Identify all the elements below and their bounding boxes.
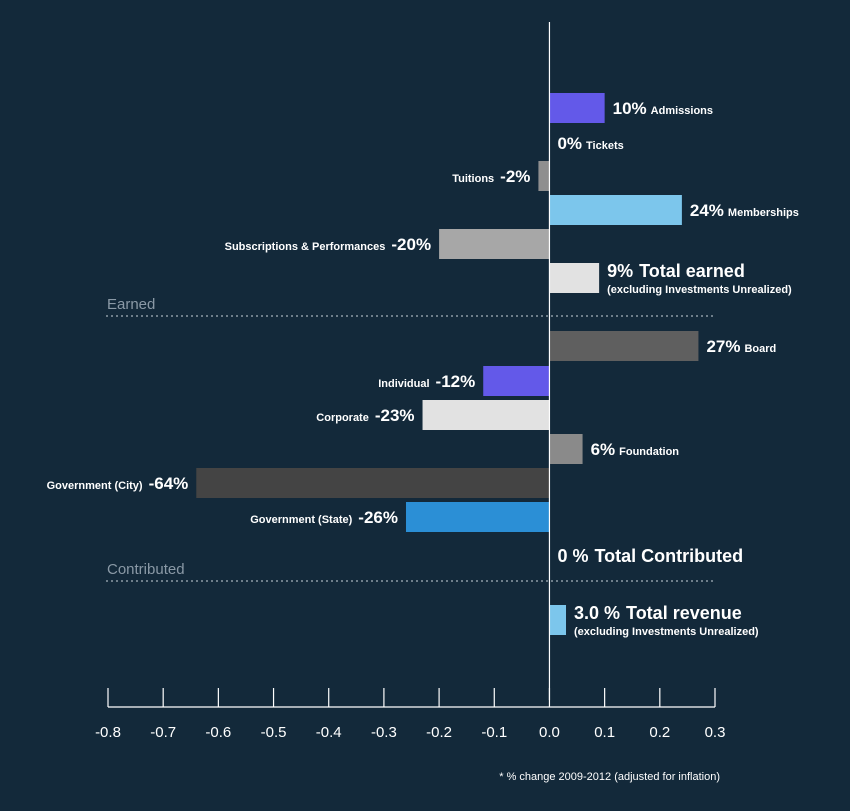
pct-individual: -12% — [436, 372, 476, 391]
bar-board — [549, 331, 699, 361]
x-axis: -0.8 -0.7 -0.6 -0.5 -0.4 -0.3 -0.2 -0.1 0.0 0.1 0.… — [95, 688, 725, 741]
category-corporate: Corporate — [316, 412, 369, 424]
label-total-revenue: 3.0 % Total revenue — [574, 603, 742, 623]
sublabel-total-revenue: (excluding Investments Unrealized) — [574, 626, 759, 638]
category-government-state: Government (State) — [250, 514, 352, 526]
tick-label: -0.6 — [205, 724, 231, 741]
bar-subscriptions-performances — [439, 229, 550, 259]
category-total-revenue: Total revenue — [626, 603, 742, 623]
label-subscriptions-performances: Subscriptions & Performances -20% — [225, 235, 431, 254]
bar-government-city — [196, 468, 550, 498]
pct-corporate: -23% — [375, 406, 415, 425]
tick-label: 0.3 — [705, 724, 726, 741]
pct-tuitions: -2% — [500, 167, 530, 186]
category-foundation: Foundation — [619, 446, 679, 458]
bar-tuitions — [538, 161, 550, 191]
bar-memberships — [549, 195, 682, 225]
label-government-city: Government (City) -64% — [47, 474, 189, 493]
pct-tickets: 0% — [557, 134, 582, 153]
tick-label: -0.8 — [95, 724, 121, 741]
pct-government-city: -64% — [149, 474, 189, 493]
bar-individual — [483, 366, 550, 396]
category-tickets: Tickets — [586, 140, 624, 152]
category-individual: Individual — [378, 378, 429, 390]
section-label-earned: Earned — [107, 296, 155, 313]
bar-labels: 10% Admissions 0% Tickets Tuitions -2% 24% Memb… — [47, 99, 799, 638]
label-admissions: 10% Admissions — [613, 99, 713, 118]
pct-government-state: -26% — [358, 508, 398, 527]
tick-label: -0.3 — [371, 724, 397, 741]
tick-label: 0.2 — [649, 724, 670, 741]
tick-label: 0.1 — [594, 724, 615, 741]
bar-admissions — [549, 93, 605, 123]
category-memberships: Memberships — [728, 207, 799, 219]
sublabel-total-earned: (excluding Investments Unrealized) — [607, 284, 792, 296]
category-subscriptions-performances: Subscriptions & Performances — [225, 241, 386, 253]
pct-total-revenue: 3.0 % — [574, 603, 620, 623]
tick-label: -0.1 — [481, 724, 507, 741]
label-tuitions: Tuitions -2% — [452, 167, 530, 186]
label-foundation: 6% Foundation — [591, 440, 680, 459]
category-total-contributed: Total Contributed — [594, 546, 743, 566]
bar-corporate — [422, 400, 550, 430]
tick-label: -0.5 — [261, 724, 287, 741]
label-corporate: Corporate -23% — [316, 406, 414, 425]
pct-memberships: 24% — [690, 201, 724, 220]
pct-subscriptions-performances: -20% — [391, 235, 431, 254]
category-tuitions: Tuitions — [452, 173, 494, 185]
label-individual: Individual -12% — [378, 372, 475, 391]
label-total-contributed: 0 % Total Contributed — [557, 546, 743, 566]
category-total-earned: Total earned — [639, 261, 745, 281]
category-government-city: Government (City) — [47, 480, 143, 492]
tick-label: 0.0 — [539, 724, 560, 741]
tick-label: -0.2 — [426, 724, 452, 741]
label-government-state: Government (State) -26% — [250, 508, 398, 527]
bars — [196, 93, 699, 635]
tick-label: -0.7 — [150, 724, 176, 741]
section-dividers: Earned Contributed — [106, 296, 716, 582]
tick-label: -0.4 — [316, 724, 342, 741]
label-total-earned: 9% Total earned — [607, 261, 745, 281]
section-label-contributed: Contributed — [107, 561, 185, 578]
bar-foundation — [549, 434, 583, 464]
footnote: * % change 2009-2012 (adjusted for infla… — [499, 771, 720, 783]
pct-total-earned: 9% — [607, 261, 633, 281]
label-memberships: 24% Memberships — [690, 201, 799, 220]
category-board: Board — [744, 343, 776, 355]
pct-total-contributed: 0 % — [557, 546, 588, 566]
label-board: 27% Board — [706, 337, 776, 356]
bar-total-earned — [549, 263, 600, 293]
bar-total-revenue — [549, 605, 567, 635]
label-tickets: 0% Tickets — [557, 134, 623, 153]
pct-board: 27% — [706, 337, 740, 356]
pct-foundation: 6% — [591, 440, 616, 459]
bar-government-state — [405, 502, 550, 532]
pct-admissions: 10% — [613, 99, 647, 118]
category-admissions: Admissions — [651, 105, 713, 117]
